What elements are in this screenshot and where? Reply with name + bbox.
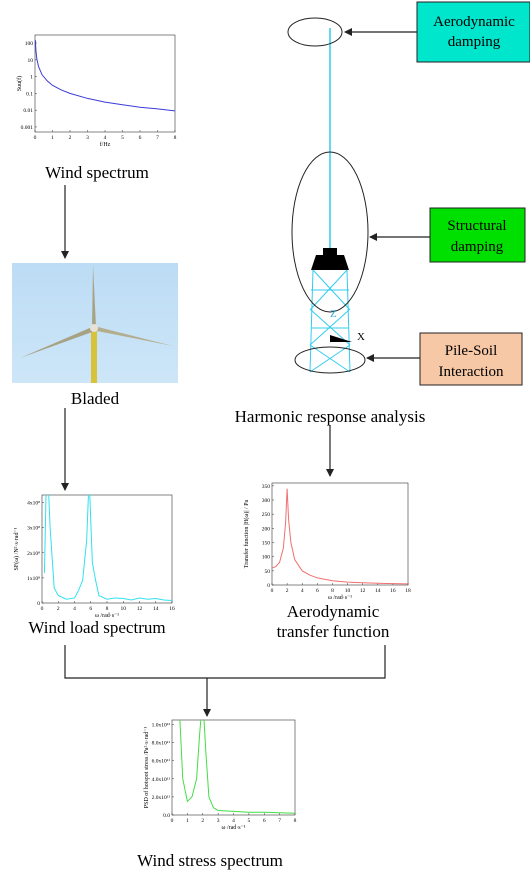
- y-tick-label: 2x10⁸: [27, 551, 40, 557]
- x-tick-label: 7: [156, 135, 159, 141]
- y-tick-label: 3x10⁸: [27, 526, 40, 532]
- y-axis-label: Transfer function |H(ω)| / Pa: [243, 499, 250, 568]
- plot-frame: [35, 35, 175, 132]
- y-tick-label: 250: [262, 512, 271, 518]
- x-tick-label: 1: [51, 135, 54, 141]
- x-tick-label: 0: [34, 135, 37, 141]
- y-tick-label: 100: [25, 41, 34, 47]
- y-axis-label: PSD of hotspot stress /Pa²·s·rad⁻¹: [143, 727, 150, 809]
- y-axis-label: Suu(f): [16, 76, 23, 91]
- x-tick-label: 18: [405, 588, 411, 594]
- x-tick-label: 6: [89, 606, 92, 612]
- caption: Wind stress spectrum: [137, 851, 283, 870]
- y-tick-label: 100: [262, 555, 271, 561]
- y-tick-label: 350: [262, 484, 271, 490]
- x-axis-label: ω /rad·s⁻¹: [328, 595, 352, 601]
- data-line: [44, 452, 172, 600]
- plot-frame: [172, 720, 295, 815]
- caption: transfer function: [277, 622, 390, 641]
- y-tick-label: 0.1: [26, 91, 33, 97]
- y-tick-label: 8.0x10¹¹: [152, 741, 171, 747]
- y-tick-label: 0.01: [23, 108, 33, 114]
- box-label: Structural: [447, 218, 506, 234]
- box-label: damping: [448, 34, 501, 50]
- x-tick-label: 6: [263, 818, 266, 824]
- x-tick-label: 7: [278, 818, 281, 824]
- x-tick-label: 14: [375, 588, 381, 594]
- x-tick-label: 2: [57, 606, 60, 612]
- y-tick-label: 10: [28, 58, 34, 64]
- x-tick-label: 8: [174, 135, 177, 141]
- damping-boxes: Aerodynamic damping Structural damping P…: [417, 2, 530, 385]
- y-tick-label: 150: [262, 541, 271, 547]
- caption: Wind load spectrum: [28, 618, 165, 637]
- caption: Harmonic response analysis: [235, 407, 426, 426]
- y-axis-label: SF(ω) /N²·s·rad⁻¹: [13, 527, 20, 570]
- box-label: damping: [451, 239, 504, 255]
- caption: Wind spectrum: [45, 163, 149, 182]
- caption: Aerodynamic: [287, 602, 380, 621]
- box-label: Pile-Soil: [445, 343, 498, 359]
- axis-x-label: X: [357, 331, 365, 343]
- x-tick-label: 5: [121, 135, 124, 141]
- x-tick-label: 8: [294, 818, 297, 824]
- tower-model: Z X: [288, 18, 368, 373]
- y-tick-label: 1x10⁸: [27, 576, 40, 582]
- y-tick-label: 4.0x10¹¹: [152, 777, 171, 783]
- x-tick-label: 3: [217, 818, 220, 824]
- x-axis-label: ω /rad·s⁻¹: [95, 613, 119, 619]
- data-line: [272, 489, 408, 584]
- bladed-image: [12, 263, 178, 383]
- y-tick-label: 4x10⁸: [27, 501, 40, 507]
- x-tick-label: 4: [104, 135, 107, 141]
- y-tick-label: 6.0x10¹¹: [152, 759, 171, 765]
- x-tick-label: 4: [301, 588, 304, 594]
- x-tick-label: 12: [360, 588, 366, 594]
- diagram: Z X Aerodynamic damping Structural dampi…: [0, 0, 530, 876]
- y-tick-label: 0.001: [21, 125, 34, 131]
- x-axis-label: f/Hz: [100, 141, 111, 148]
- x-tick-label: 14: [153, 606, 159, 612]
- x-tick-label: 8: [106, 606, 109, 612]
- x-tick-label: 8: [331, 588, 334, 594]
- x-tick-label: 2: [69, 135, 72, 141]
- x-tick-label: 16: [390, 588, 396, 594]
- x-tick-label: 2: [201, 818, 204, 824]
- x-tick-label: 4: [73, 606, 76, 612]
- x-tick-label: 0: [171, 818, 174, 824]
- x-tick-label: 1: [186, 818, 189, 824]
- box-label: Aerodynamic: [433, 14, 515, 30]
- plot-frame: [42, 495, 172, 603]
- x-tick-label: 0: [271, 588, 274, 594]
- box-label: Interaction: [439, 364, 504, 380]
- y-tick-label: 50: [265, 569, 271, 575]
- y-tick-label: 200: [262, 526, 271, 532]
- x-tick-label: 6: [316, 588, 319, 594]
- x-tick-label: 5: [248, 818, 251, 824]
- x-tick-label: 6: [139, 135, 142, 141]
- x-tick-label: 16: [169, 606, 175, 612]
- data-line: [172, 697, 295, 813]
- plot-frame: [272, 483, 408, 585]
- axis-z-label: Z: [330, 308, 337, 320]
- caption: Bladed: [71, 389, 120, 408]
- x-tick-label: 2: [286, 588, 289, 594]
- x-tick-label: 3: [86, 135, 89, 141]
- y-tick-label: 300: [262, 498, 271, 504]
- x-tick-label: 10: [121, 606, 127, 612]
- x-tick-label: 4: [232, 818, 235, 824]
- y-tick-label: 1.0x10¹²: [152, 723, 171, 729]
- y-tick-label: 0.0: [163, 813, 170, 819]
- x-tick-label: 12: [137, 606, 143, 612]
- data-line: [35, 40, 175, 111]
- x-tick-label: 0: [41, 606, 44, 612]
- x-axis-label: ω /rad·s⁻¹: [221, 825, 245, 831]
- y-tick-label: 1: [30, 75, 33, 81]
- x-tick-label: 10: [345, 588, 351, 594]
- y-tick-label: 2.0x10¹¹: [152, 795, 171, 801]
